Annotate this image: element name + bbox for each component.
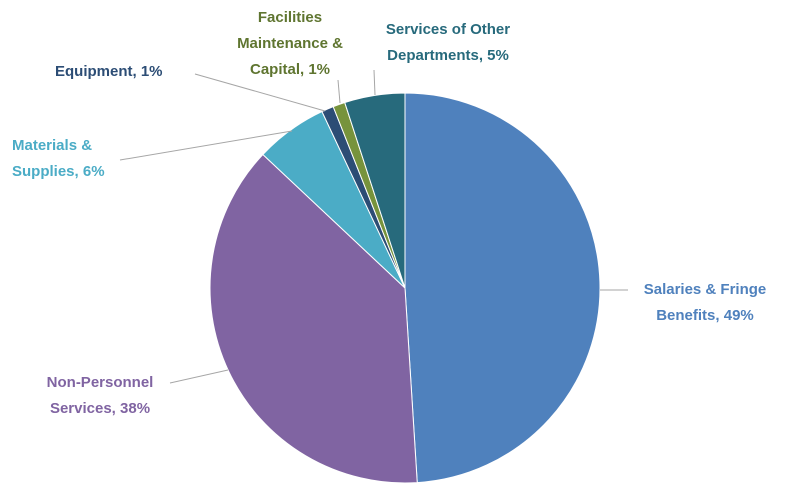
slice-label: Salaries & Fringe xyxy=(644,281,767,298)
slice-label: Capital, 1% xyxy=(250,61,330,78)
leader-line xyxy=(194,73,326,112)
pie-slice xyxy=(404,92,601,484)
slice-label: Non-Personnel xyxy=(47,374,154,391)
leader-line xyxy=(337,79,341,104)
slice-label: Benefits, 49% xyxy=(656,307,754,324)
slice-label: Equipment, 1% xyxy=(55,63,163,80)
slice-label: Services of Other xyxy=(386,21,510,38)
leader-line xyxy=(119,130,293,161)
slice-label: Maintenance & xyxy=(237,35,343,52)
slice-label: Services, 38% xyxy=(50,400,150,417)
slice-label: Supplies, 6% xyxy=(12,163,105,180)
pie-slice xyxy=(209,153,418,484)
slice-label: Facilities xyxy=(258,9,322,26)
pie-slice xyxy=(344,92,406,289)
leader-line xyxy=(373,69,376,96)
slice-label: Materials & xyxy=(12,137,92,154)
leader-line xyxy=(169,369,229,384)
slice-label: Departments, 5% xyxy=(387,47,509,64)
